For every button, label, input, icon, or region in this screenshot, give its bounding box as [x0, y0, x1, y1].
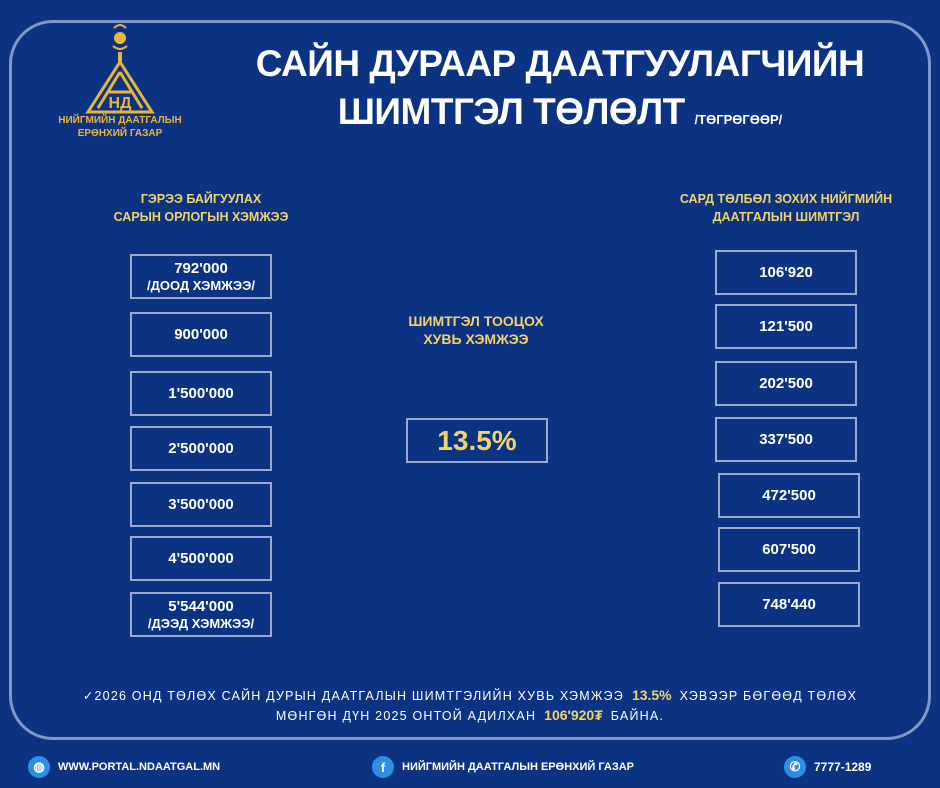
- left-heading-line2: САРЫН ОРЛОГЫН ХЭМЖЭЭ: [113, 210, 289, 224]
- note-amount: 106'920₮: [544, 707, 603, 723]
- contribution-box: 202'500: [715, 361, 857, 406]
- logo-text-line1: НИЙГМИЙН ДААТГАЛЫН: [58, 115, 182, 126]
- income-note: /ДООД ХЭМЖЭЭ/: [146, 277, 256, 293]
- rate-heading-line2: ХУВЬ ХЭМЖЭЭ: [423, 331, 529, 347]
- income-box: 792'000/ДООД ХЭМЖЭЭ/: [130, 254, 272, 299]
- contribution-box: 337'500: [715, 417, 857, 462]
- income-value: 5'544'000: [168, 597, 234, 615]
- rate-heading: ШИМТГЭЛ ТООЦОХ ХУВЬ ХЭМЖЭЭ: [380, 312, 572, 348]
- title-line2: ШИМТГЭЛ ТӨЛӨЛТ: [337, 91, 686, 132]
- logo-emblem-icon: НД: [85, 24, 155, 114]
- footer-facebook[interactable]: f НИЙГМИЙН ДААТГАЛЫН ЕРӨНХИЙ ГАЗАР: [372, 756, 634, 778]
- check-icon: ✓: [82, 689, 95, 703]
- income-value: 4'500'000: [168, 550, 234, 567]
- footer-website[interactable]: ◍ WWW.PORTAL.NDAATGAL.MN: [28, 756, 220, 778]
- income-value: 900'000: [174, 326, 228, 343]
- income-value: 1'500'000: [168, 385, 234, 402]
- contribution-box: 121'500: [715, 304, 857, 349]
- facebook-icon: f: [372, 756, 394, 778]
- facebook-link[interactable]: НИЙГМИЙН ДААТГАЛЫН ЕРӨНХИЙ ГАЗАР: [402, 761, 635, 773]
- note-rate: 13.5%: [631, 687, 672, 703]
- phone-number[interactable]: 7777-1289: [814, 760, 872, 774]
- title-line1: САЙН ДУРААР ДААТГУУЛАГЧИЙН: [255, 43, 865, 84]
- income-box: 900'000: [130, 312, 272, 357]
- note-text: ХЭВЭЭР БӨГӨӨД ТӨЛӨХ: [679, 689, 858, 703]
- note-text: МӨНГӨН ДҮН 2025 ОНТОЙ АДИЛХАН: [275, 709, 537, 723]
- income-box: 4'500'000: [130, 536, 272, 581]
- contribution-box: 607'500: [718, 527, 860, 572]
- globe-icon: ◍: [28, 756, 50, 778]
- income-value: 792'000: [174, 259, 228, 277]
- svg-text:НД: НД: [109, 95, 133, 112]
- note-text: БАЙНА.: [610, 709, 665, 723]
- contribution-box: 106'920: [715, 250, 857, 295]
- left-heading-line1: ГЭРЭЭ БАЙГУУЛАХ: [140, 192, 262, 206]
- right-column-heading: САРД ТӨЛБӨЛ ЗОХИХ НИЙГМИЙН ДААТГАЛЫН ШИМ…: [650, 190, 922, 226]
- content-panel: [9, 20, 931, 740]
- income-box: 1'500'000: [130, 371, 272, 416]
- logo: НД НИЙГМИЙН ДААТГАЛЫН ЕРӨНХИЙ ГАЗАР: [40, 22, 200, 140]
- income-value: 3'500'000: [168, 496, 234, 513]
- right-heading-line1: САРД ТӨЛБӨЛ ЗОХИХ НИЙГМИЙН: [679, 192, 893, 206]
- income-box: 3'500'000: [130, 482, 272, 527]
- phone-icon: ✆: [784, 756, 806, 778]
- income-note: /ДЭЭД ХЭМЖЭЭ/: [147, 615, 255, 631]
- logo-text-line2: ЕРӨНХИЙ ГАЗАР: [77, 128, 163, 139]
- rate-heading-line1: ШИМТГЭЛ ТООЦОХ: [408, 313, 544, 329]
- website-link[interactable]: WWW.PORTAL.NDAATGAL.MN: [58, 761, 221, 773]
- title-unit: /ТӨГРӨГӨӨР/: [694, 112, 783, 127]
- contribution-box: 748'440: [718, 582, 860, 627]
- income-value: 2'500'000: [168, 440, 234, 457]
- income-box: 2'500'000: [130, 426, 272, 471]
- rate-box: 13.5%: [406, 418, 548, 463]
- right-heading-line2: ДААТГАЛЫН ШИМТГЭЛ: [712, 210, 860, 224]
- income-box: 5'544'000/ДЭЭД ХЭМЖЭЭ/: [130, 592, 272, 637]
- page-title: САЙН ДУРААР ДААТГУУЛАГЧИЙН ШИМТГЭЛ ТӨЛӨЛ…: [230, 40, 890, 144]
- left-column-heading: ГЭРЭЭ БАЙГУУЛАХ САРЫН ОРЛОГЫН ХЭМЖЭЭ: [90, 190, 312, 226]
- contribution-box: 472'500: [718, 473, 860, 518]
- note-text: 2026 ОНД ТӨЛӨХ САЙН ДУРЫН ДААТГАЛЫН ШИМТ…: [94, 689, 624, 703]
- footnote: ✓2026 ОНД ТӨЛӨХ САЙН ДУРЫН ДААТГАЛЫН ШИМ…: [40, 686, 900, 726]
- footer-phone[interactable]: ✆ 7777-1289: [784, 756, 871, 778]
